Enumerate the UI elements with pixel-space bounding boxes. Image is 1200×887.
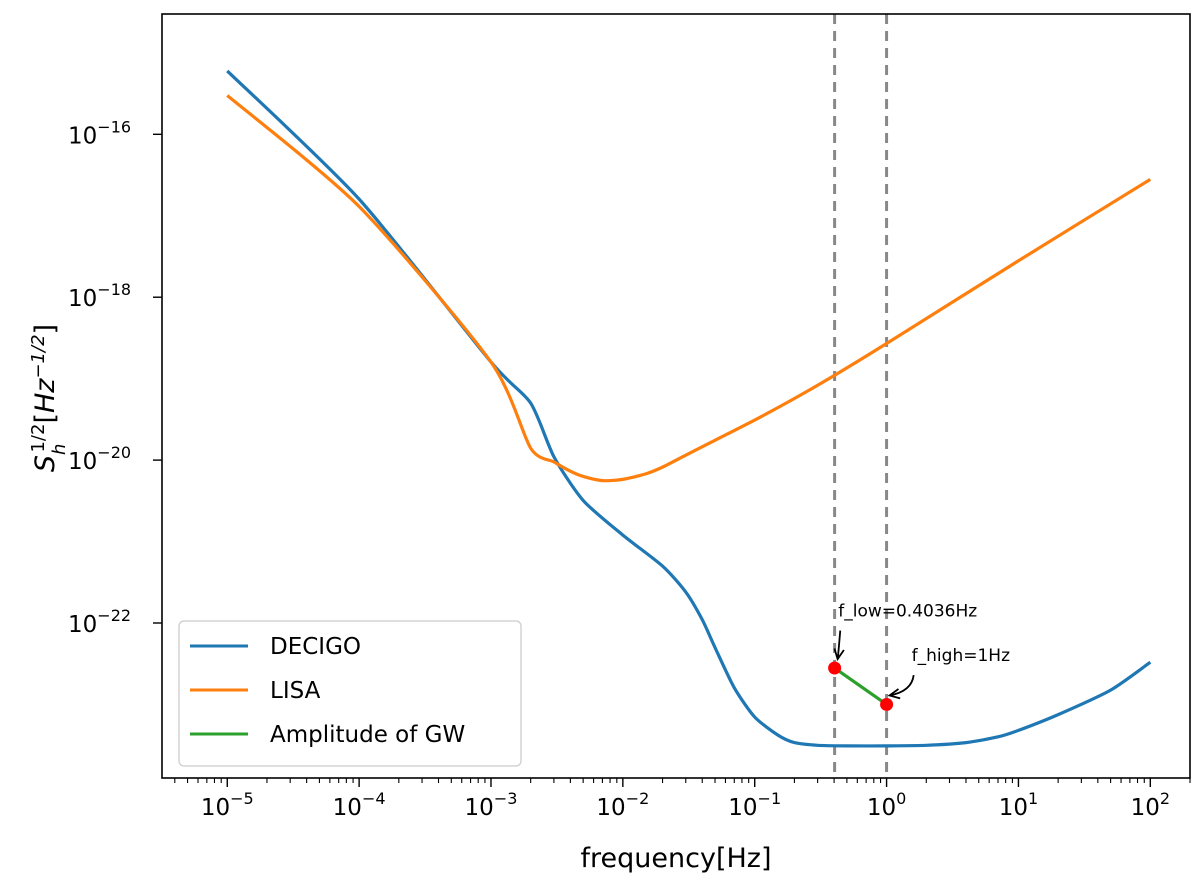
series-lisa-line bbox=[226, 94, 1152, 483]
gw-point-marker bbox=[880, 697, 894, 711]
x-tick-label: 10−1 bbox=[728, 789, 781, 821]
y-axis-title-sup: 1/2 bbox=[28, 424, 49, 453]
y-tick-label: 10−20 bbox=[68, 443, 131, 475]
tick-labels: 10−5 10−4 10−3 10−2 10−1 100 101 102 10−22 10−20 1… bbox=[68, 117, 1170, 821]
x-minor-ticks bbox=[174, 778, 1191, 783]
axis-ticks bbox=[153, 133, 1152, 787]
legend-label-gw-amplitude: Amplitude of GW bbox=[270, 722, 465, 748]
y-tick-label: 10−16 bbox=[68, 117, 131, 149]
gw-point-marker bbox=[828, 661, 842, 675]
y-axis-title-open: [ bbox=[30, 413, 61, 424]
annotation-arrowhead bbox=[887, 688, 901, 700]
annotation-text: f_high=1Hz bbox=[912, 646, 1010, 666]
x-tick-label: 10−2 bbox=[596, 789, 649, 821]
legend-box bbox=[178, 620, 522, 767]
x-tick-label: 10−3 bbox=[465, 789, 518, 821]
x-axis-title: frequency[Hz] bbox=[581, 843, 772, 874]
y-axis-title-unit-sup: −1/2 bbox=[28, 334, 49, 378]
y-axis-title-unit: Hz bbox=[30, 378, 61, 413]
gw-markers bbox=[828, 661, 894, 711]
legend-label-lisa: LISA bbox=[270, 678, 321, 704]
y-axis-title-sub: h bbox=[49, 444, 70, 455]
legend-label-decigo: DECIGO bbox=[270, 634, 361, 660]
x-tick-label: 102 bbox=[1131, 789, 1170, 821]
y-axis-title: Sh1/2[Hz−1/2] bbox=[28, 324, 70, 472]
x-tick-label: 100 bbox=[867, 789, 906, 821]
annotation-text: f_low=0.4036Hz bbox=[838, 602, 977, 622]
y-tick-label: 10−18 bbox=[68, 280, 131, 312]
y-axis-title-close: ] bbox=[30, 324, 61, 335]
legend: DECIGO LISA Amplitude of GW bbox=[178, 620, 522, 767]
plot-frame bbox=[161, 13, 1191, 779]
series-decigo-line bbox=[226, 69, 1152, 748]
y-tick-label: 10−22 bbox=[68, 606, 131, 638]
x-tick-label: 10−5 bbox=[201, 789, 254, 821]
annotation-arrow bbox=[889, 675, 915, 697]
x-tick-label: 101 bbox=[999, 789, 1038, 821]
x-tick-label: 10−4 bbox=[333, 789, 386, 821]
y-axis-title-base: S bbox=[30, 455, 61, 472]
annotation-arrowhead bbox=[833, 648, 845, 662]
annotations: f_low=0.4036Hz f_high=1Hz bbox=[833, 602, 1010, 700]
